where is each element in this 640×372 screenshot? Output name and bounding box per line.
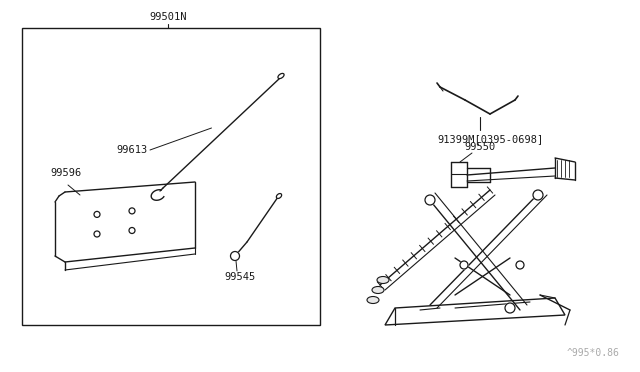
Circle shape bbox=[460, 261, 468, 269]
Ellipse shape bbox=[276, 193, 282, 199]
Ellipse shape bbox=[278, 73, 284, 78]
Circle shape bbox=[129, 208, 135, 214]
Ellipse shape bbox=[367, 296, 379, 304]
Circle shape bbox=[533, 190, 543, 200]
Text: 99550: 99550 bbox=[465, 142, 495, 152]
Ellipse shape bbox=[372, 286, 384, 294]
Text: 99501N: 99501N bbox=[149, 12, 187, 22]
Text: 91399M[0395-0698]: 91399M[0395-0698] bbox=[437, 134, 543, 144]
Bar bbox=[22, 28, 320, 325]
Text: 99613: 99613 bbox=[116, 145, 148, 155]
Circle shape bbox=[230, 251, 239, 260]
Circle shape bbox=[425, 195, 435, 205]
Text: ^995*0.86: ^995*0.86 bbox=[567, 348, 620, 358]
Circle shape bbox=[516, 261, 524, 269]
Text: 99545: 99545 bbox=[225, 272, 255, 282]
Circle shape bbox=[94, 211, 100, 217]
Circle shape bbox=[129, 228, 135, 234]
Circle shape bbox=[94, 231, 100, 237]
Ellipse shape bbox=[377, 276, 389, 283]
Text: 99596: 99596 bbox=[50, 168, 81, 178]
Circle shape bbox=[505, 303, 515, 313]
